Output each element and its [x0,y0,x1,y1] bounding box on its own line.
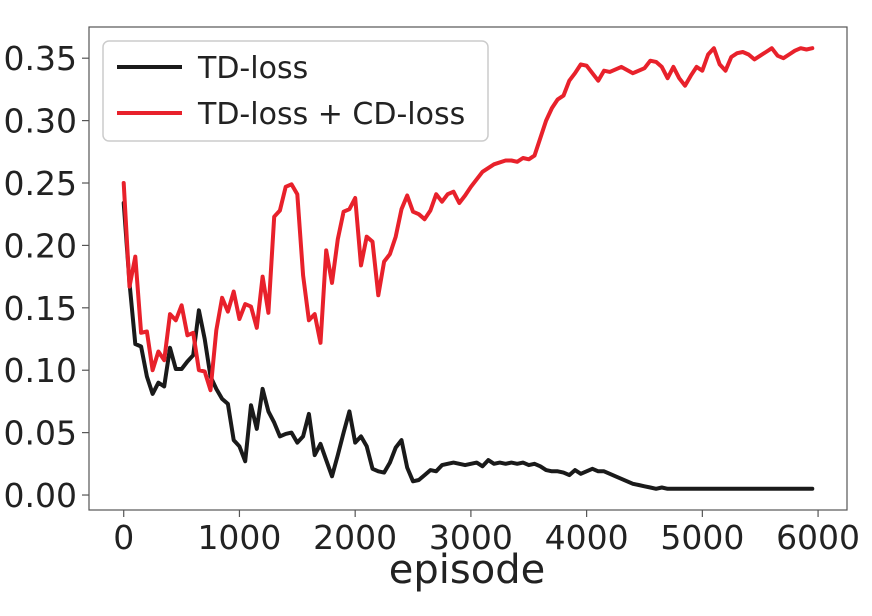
legend-label-td-cd-loss: TD-loss + CD-loss [197,97,465,132]
series-lines [121,46,815,491]
x-axis-title: episode [389,547,545,593]
series-line-1 [121,46,815,393]
x-tick-label: 3000 [429,518,513,557]
y-axis-ticks: 0.00 0.05 0.10 0.15 0.20 0.25 0.30 0.35 [4,39,89,515]
y-tick-label: 0.20 [4,226,77,265]
x-tick-label: 4000 [545,518,629,557]
x-tick-label: 0 [113,518,134,557]
x-tick-label: 5000 [660,518,744,557]
y-tick-label: 0.25 [4,164,77,203]
y-tick-label: 0.05 [4,414,77,453]
y-tick-label: 0.10 [4,351,77,390]
x-tick-label: 6000 [776,518,860,557]
series-line-0 [121,201,815,491]
legend: TD-loss TD-loss + CD-loss [102,40,489,142]
y-tick-label: 0.30 [4,102,77,141]
legend-label-td-loss: TD-loss [197,51,308,86]
x-axis-ticks: 0 1000 2000 3000 4000 5000 6000 [113,510,860,557]
x-tick-label: 1000 [197,518,281,557]
y-tick-label: 0.15 [4,289,77,328]
legend-box [102,40,489,142]
y-tick-label: 0.00 [4,476,77,515]
y-tick-label: 0.35 [4,39,77,78]
x-tick-label: 2000 [313,518,397,557]
